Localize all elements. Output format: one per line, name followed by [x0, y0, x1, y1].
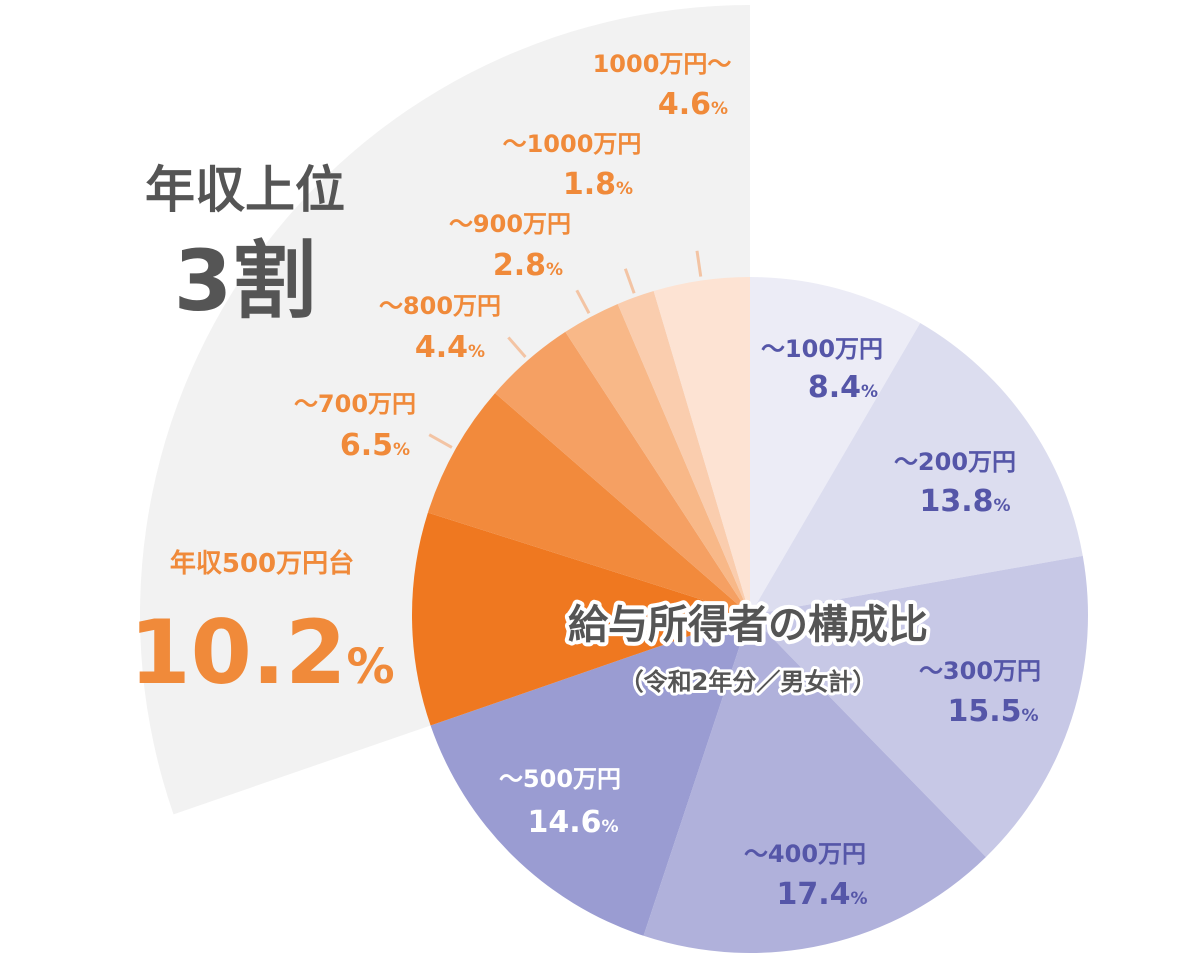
- chart-title: 給与所得者の構成比: [568, 602, 928, 648]
- slice-label: 年収500万円台: [170, 548, 354, 579]
- pie-slice: [430, 615, 750, 936]
- slice-value-unit: %: [468, 342, 485, 362]
- slice-label: ～1000万円: [503, 130, 642, 158]
- slice-value: 13.8%: [919, 484, 1010, 519]
- slice-value-unit: %: [850, 889, 867, 909]
- slice-value-unit: %: [1021, 706, 1038, 726]
- pie-slice: [653, 277, 750, 615]
- leader-line: [623, 268, 636, 294]
- pie-slice: [565, 303, 750, 615]
- slice-value-unit: %: [546, 260, 563, 280]
- slice-labels: ～100万円8.4%～200万円13.8%～300万円15.5%～400万円17…: [129, 50, 1041, 912]
- pie-slice: [643, 615, 986, 953]
- pie-slice: [495, 331, 750, 615]
- slice-value: 10.2%: [129, 601, 394, 704]
- slice-label: ～500万円: [499, 765, 621, 793]
- slice-label: ～300万円: [919, 657, 1041, 685]
- slice-label: ～100万円: [761, 335, 883, 363]
- pie-slice: [750, 277, 921, 615]
- chart-subtitle: （令和2年分／男女計）: [620, 668, 877, 696]
- slice-label: ～900万円: [449, 210, 571, 238]
- leader-line: [575, 289, 591, 314]
- leader-line: [428, 433, 453, 449]
- slice-value-unit: %: [347, 639, 395, 695]
- label-leader-lines: [428, 250, 703, 449]
- slice-label: 1000万円～: [593, 50, 732, 78]
- pie-slices: [412, 277, 1088, 953]
- pie-slice: [750, 555, 1088, 857]
- slice-value-unit: %: [616, 179, 633, 199]
- pie-slice: [412, 512, 750, 726]
- highlight-line1: 年収上位: [145, 161, 345, 219]
- pie-slice: [750, 322, 1083, 615]
- pie-slice: [617, 291, 750, 615]
- leader-line: [507, 336, 527, 359]
- slice-value-unit: %: [993, 496, 1010, 516]
- pie-slice: [427, 393, 750, 615]
- slice-label: ～200万円: [894, 448, 1016, 476]
- slice-value-unit: %: [861, 382, 878, 402]
- leader-line: [695, 250, 703, 277]
- slice-value-unit: %: [711, 99, 728, 119]
- slice-value-unit: %: [601, 817, 618, 837]
- slice-value: 17.4%: [776, 877, 867, 912]
- highlight-line2: 3割: [174, 232, 316, 330]
- slice-label: ～400万円: [744, 840, 866, 868]
- slice-value-unit: %: [393, 440, 410, 460]
- slice-label: ～700万円: [294, 390, 416, 418]
- slice-label: ～800万円: [379, 292, 501, 320]
